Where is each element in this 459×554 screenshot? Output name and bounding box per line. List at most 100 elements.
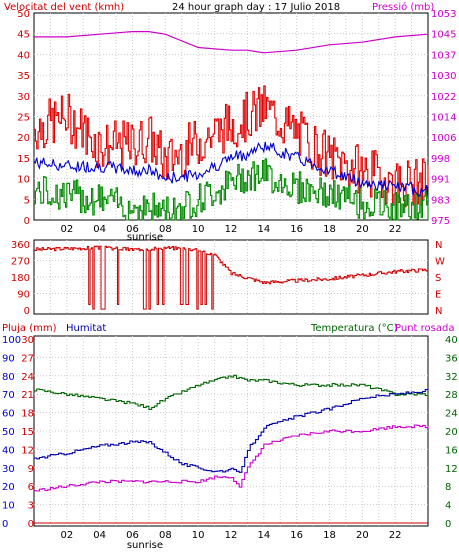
lower-x-tick-label: 04 [93, 530, 106, 541]
pressure-y-tick-label: 1014 [431, 113, 456, 124]
temperature-y-tick-label: 20 [445, 427, 458, 438]
rain-y-tick-label: 27 [21, 353, 34, 364]
compass-tick-label: E [435, 290, 441, 301]
wind-x-tick-label: 10 [192, 224, 205, 235]
dew-point-line [34, 424, 429, 492]
pressure-y-tick-label: 1006 [431, 133, 456, 144]
humidity-y-tick-label: 30 [2, 464, 15, 475]
wind-x-tick-label: 06 [126, 224, 139, 235]
pressure-y-tick-label: 1045 [431, 30, 456, 41]
lower-x-tick-label: 16 [290, 530, 303, 541]
temperature-y-tick-label: 32 [445, 372, 458, 383]
dew-point-axis-label: Punt rosada [395, 323, 454, 334]
pressure-y-tick-label: 983 [431, 195, 450, 206]
wind-direction-line [34, 245, 429, 310]
temperature-y-tick-label: 40 [445, 335, 458, 346]
humidity-y-tick-label: 40 [2, 445, 15, 456]
compass-tick-label: S [435, 273, 441, 284]
wind-y-tick-label: 40 [17, 50, 30, 61]
wind-x-tick-label: 02 [60, 224, 73, 235]
pressure-y-tick-label: 1022 [431, 92, 456, 103]
compass-tick-label: W [435, 257, 445, 268]
rain-y-tick-label: 21 [21, 390, 34, 401]
compass-tick-label: N [435, 240, 442, 251]
compass-tick-label: N [435, 306, 442, 317]
rain-axis-label: Pluja (mm) [2, 323, 57, 334]
wind-y-tick-label: 45 [17, 30, 30, 41]
wind-low-line [34, 158, 429, 221]
humidity-axis-label: Humitat [66, 323, 106, 334]
pressure-axis-label: Pressió (mb) [372, 1, 434, 13]
wind-x-tick-label: 04 [93, 224, 106, 235]
rain-y-tick-label: 12 [21, 445, 34, 456]
direction-y-tick-label: 90 [17, 290, 30, 301]
rain-y-tick-label: 30 [21, 335, 34, 346]
wind-y-tick-label: 50 [17, 9, 30, 20]
wind-x-tick-label: 14 [257, 224, 270, 235]
lower-x-tick-label: 06 [126, 530, 139, 541]
temperature-y-tick-label: 0 [445, 519, 451, 530]
rain-y-tick-label: 18 [21, 409, 34, 420]
wind-y-tick-label: 35 [17, 71, 30, 82]
temperature-y-tick-label: 24 [445, 409, 458, 420]
pressure-y-tick-label: 1037 [431, 50, 456, 61]
humidity-line [34, 389, 429, 473]
temperature-line [34, 374, 429, 410]
temperature-y-tick-label: 16 [445, 445, 458, 456]
humidity-y-tick-label: 10 [2, 501, 15, 512]
wind-y-tick-label: 0 [24, 216, 30, 227]
rain-y-tick-label: 0 [28, 519, 34, 530]
rain-y-tick-label: 9 [28, 464, 34, 475]
pressure-line [34, 31, 429, 54]
wind-x-tick-label: 20 [356, 224, 369, 235]
temperature-y-tick-label: 8 [445, 482, 451, 493]
rain-y-tick-label: 15 [21, 427, 34, 438]
pressure-y-tick-label: 991 [431, 175, 450, 186]
wind-y-tick-label: 20 [17, 133, 30, 144]
wind-y-tick-label: 25 [17, 113, 30, 124]
direction-y-tick-label: 360 [11, 240, 30, 251]
humidity-y-tick-label: 90 [2, 353, 15, 364]
lower-x-tick-label: 20 [356, 530, 369, 541]
wind-x-tick-label: 12 [225, 224, 238, 235]
lower-x-tick-label: 10 [192, 530, 205, 541]
humidity-y-tick-label: 100 [2, 335, 21, 346]
pressure-y-tick-label: 998 [431, 154, 450, 165]
temperature-y-tick-label: 4 [445, 501, 451, 512]
pressure-y-tick-label: 1030 [431, 71, 456, 82]
wind-y-tick-label: 5 [24, 195, 30, 206]
temperature-y-tick-label: 36 [445, 353, 458, 364]
wind-y-tick-label: 10 [17, 175, 30, 186]
lower-x-tick-label: 08 [159, 530, 172, 541]
wind-x-tick-label: 22 [389, 224, 402, 235]
wind-average-line [33, 141, 429, 197]
rain-y-tick-label: 6 [28, 482, 34, 493]
lower-x-tick-label: 02 [60, 530, 73, 541]
direction-y-tick-label: 180 [11, 273, 30, 284]
humidity-y-tick-label: 60 [2, 409, 15, 420]
humidity-y-tick-label: 70 [2, 390, 15, 401]
sunrise-label: sunrise [127, 540, 163, 551]
humidity-y-tick-label: 0 [2, 519, 8, 530]
wind-y-tick-label: 15 [17, 154, 30, 165]
temperature-y-tick-label: 12 [445, 464, 458, 475]
direction-y-tick-label: 0 [24, 306, 30, 317]
wind-x-tick-label: 16 [290, 224, 303, 235]
lower-x-tick-label: 22 [389, 530, 402, 541]
rain-y-tick-label: 24 [21, 372, 34, 383]
sunrise-label: sunrise [127, 232, 163, 243]
humidity-y-tick-label: 50 [2, 427, 15, 438]
wind-y-tick-label: 30 [17, 92, 30, 103]
humidity-y-tick-label: 80 [2, 372, 15, 383]
lower-x-tick-label: 14 [257, 530, 270, 541]
lower-x-tick-label: 12 [225, 530, 238, 541]
wind-axis-label: Velocitat del vent (kmh) [4, 2, 124, 13]
humidity-y-tick-label: 20 [2, 482, 15, 493]
temperature-y-tick-label: 28 [445, 390, 458, 401]
rain-y-tick-label: 3 [28, 501, 34, 512]
temperature-axis-label: Temperatura (°C) [310, 323, 398, 334]
graph-title: 24 hour graph day : 17 Julio 2018 [172, 2, 340, 13]
wind-x-tick-label: 18 [323, 224, 336, 235]
